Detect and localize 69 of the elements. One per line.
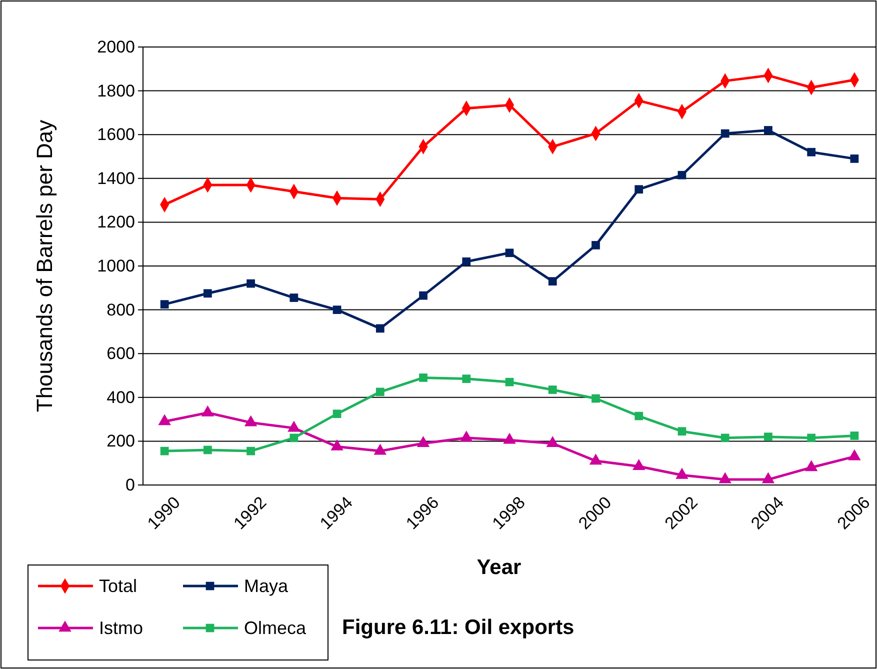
point: [548, 386, 557, 394]
point: [589, 454, 602, 465]
point: [160, 446, 169, 456]
point: [548, 277, 557, 286]
point: [462, 374, 471, 383]
point: [419, 291, 428, 300]
point: [290, 434, 298, 442]
point: [678, 170, 686, 180]
point: [160, 300, 169, 309]
point: [505, 248, 514, 258]
point: [244, 415, 258, 426]
point: [203, 289, 212, 298]
point: [804, 460, 818, 472]
point: [720, 129, 730, 138]
point: [332, 410, 342, 418]
point: [332, 306, 342, 314]
point: [850, 154, 859, 163]
point: [678, 427, 686, 436]
point: [246, 446, 255, 456]
point: [850, 432, 859, 440]
point: [720, 434, 730, 442]
point: [290, 294, 298, 302]
point: [246, 279, 255, 288]
legend-label: Maya: [244, 576, 290, 596]
y-tick-label: 1600: [97, 125, 135, 144]
point: [634, 185, 644, 194]
point: [203, 446, 212, 454]
point: [592, 241, 600, 250]
y-tick-label: 2000: [97, 37, 135, 56]
y-tick-label: 1200: [97, 212, 135, 232]
point: [546, 436, 559, 448]
legend-label: Olmeca: [244, 618, 308, 638]
point: [632, 459, 646, 470]
point: [416, 436, 430, 448]
point: [718, 472, 732, 484]
point: [201, 405, 214, 416]
point: [764, 126, 772, 134]
point: [762, 472, 775, 484]
point: [330, 439, 344, 450]
point: [374, 444, 387, 455]
y-tick-label: 1800: [97, 81, 135, 100]
point: [376, 388, 384, 396]
point: [764, 432, 772, 442]
point: [288, 420, 300, 432]
y-tick-label: 0: [126, 475, 135, 494]
legend-label: Istmo: [99, 618, 144, 638]
point: [376, 324, 384, 333]
y-tick-label: 200: [106, 432, 135, 451]
text: Figure 6.11: Oil exports: [342, 616, 574, 639]
legend-label: Total: [99, 576, 138, 596]
y-axis-title: Thousands of Barrels per Day: [32, 120, 57, 412]
point: [503, 432, 516, 444]
point: [634, 412, 644, 420]
point: [460, 430, 473, 442]
point: [848, 449, 861, 460]
point: [462, 257, 471, 266]
y-tick-label: 400: [106, 388, 135, 407]
point: [505, 378, 514, 386]
point: [807, 148, 816, 156]
point: [158, 414, 171, 426]
point: [419, 374, 428, 382]
y-tick-label: 1400: [97, 168, 135, 188]
x-axis-title: Year: [476, 556, 522, 579]
y-tick-label: 800: [106, 300, 135, 320]
point: [676, 468, 688, 479]
y-tick-label: 600: [106, 344, 135, 364]
point: [592, 394, 600, 403]
point: [807, 434, 816, 442]
y-tick-label: 1000: [97, 256, 135, 276]
